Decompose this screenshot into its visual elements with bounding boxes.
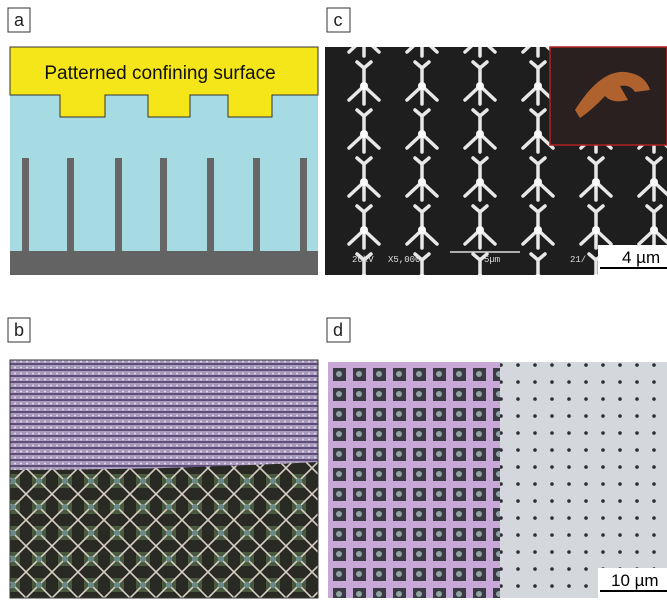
inset — [550, 47, 667, 145]
panel-label: d — [333, 320, 343, 340]
sem-text: 20kV — [352, 255, 374, 265]
scale-label: 4 µm — [622, 248, 660, 267]
sem-text: 5µm — [484, 255, 500, 265]
caption: Patterned confining surface — [44, 63, 275, 84]
panel-label: c — [334, 10, 343, 30]
micrograph — [328, 362, 667, 598]
panel-label: a — [14, 10, 25, 30]
panel-label: b — [14, 320, 24, 340]
micrograph — [10, 360, 318, 598]
sem-text: X5,000 — [388, 255, 420, 265]
figure: a Patterned confining surface c 20kV X5,… — [0, 0, 667, 603]
scale-label: 10 µm — [611, 571, 659, 590]
sem-text: 21/ — [570, 255, 586, 265]
